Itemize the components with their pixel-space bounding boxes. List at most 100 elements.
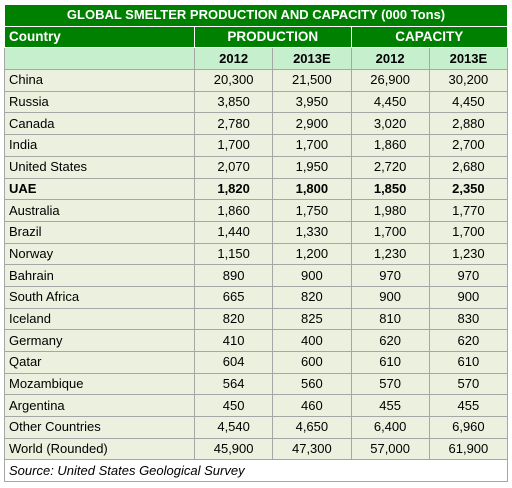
- capacity-2012-cell: 3,020: [350, 112, 430, 136]
- country-column-header: Country: [4, 25, 195, 49]
- data-table-container: GLOBAL SMELTER PRODUCTION AND CAPACITY (…: [3, 4, 509, 483]
- source-row: Source: United States Geological Survey: [3, 459, 509, 483]
- table-row: Mozambique 564 560 570 570: [4, 372, 509, 396]
- production-2012-cell: 1,860: [193, 199, 274, 222]
- production-2013e-cell: 400: [272, 329, 352, 352]
- production-2012-cell: 450: [193, 394, 274, 418]
- country-cell: Russia: [4, 90, 195, 114]
- capacity-2013e-cell: 620: [428, 329, 509, 352]
- country-cell: South Africa: [4, 285, 195, 309]
- country-cell: United States: [4, 155, 195, 179]
- title-row: GLOBAL SMELTER PRODUCTION AND CAPACITY (…: [3, 4, 509, 27]
- country-cell: Australia: [4, 199, 195, 222]
- production-2013e-cell: 21,500: [272, 69, 352, 92]
- capacity-group-header: CAPACITY: [350, 25, 509, 49]
- country-cell: Other Countries: [4, 416, 195, 439]
- table-row: Russia 3,850 3,950 4,450 4,450: [4, 90, 509, 114]
- production-2013e-cell: 560: [272, 372, 352, 396]
- production-2013e-cell: 900: [272, 264, 352, 287]
- source-note: Source: United States Geological Survey: [3, 459, 509, 483]
- production-2013e-cell: 3,950: [272, 90, 352, 114]
- capacity-2012-cell: 810: [350, 307, 430, 331]
- production-2012-cell: 665: [193, 285, 274, 309]
- capacity-2013e-cell: 4,450: [428, 90, 509, 114]
- capacity-2013e-cell: 2,880: [428, 112, 509, 136]
- production-2012-cell: 1,150: [193, 242, 274, 266]
- table-row: Canada 2,780 2,900 3,020 2,880: [4, 112, 509, 136]
- capacity-2013e-cell: 1,230: [428, 242, 509, 266]
- table-row: Argentina 450 460 455 455: [4, 394, 509, 418]
- capacity-2012-cell: 1,850: [350, 177, 430, 201]
- production-2012-cell: 2,070: [193, 155, 274, 179]
- capacity-2013e-cell: 610: [428, 351, 509, 374]
- country-cell: World (Rounded): [4, 437, 195, 461]
- capacity-2013e-cell: 61,900: [428, 437, 509, 461]
- production-2012-cell: 1,700: [193, 134, 274, 157]
- production-2012-cell: 820: [193, 307, 274, 331]
- production-2012-cell: 3,850: [193, 90, 274, 114]
- capacity-2012-cell: 1,860: [350, 134, 430, 157]
- country-cell: Bahrain: [4, 264, 195, 287]
- production-2012-cell: 45,900: [193, 437, 274, 461]
- production-2012-cell: 4,540: [193, 416, 274, 439]
- production-2013e-cell: 47,300: [272, 437, 352, 461]
- smelter-table: GLOBAL SMELTER PRODUCTION AND CAPACITY (…: [3, 4, 509, 483]
- table-row: Germany 410 400 620 620: [4, 329, 509, 352]
- capacity-2012-cell: 57,000: [350, 437, 430, 461]
- country-cell: Qatar: [4, 351, 195, 374]
- capacity-2012-cell: 2,720: [350, 155, 430, 179]
- capacity-2012-cell: 1,980: [350, 199, 430, 222]
- production-2013e-cell: 460: [272, 394, 352, 418]
- production-2013e-cell: 1,330: [272, 220, 352, 244]
- year-header-blank: [4, 47, 195, 71]
- country-cell: Argentina: [4, 394, 195, 418]
- country-cell: Norway: [4, 242, 195, 266]
- country-cell: Germany: [4, 329, 195, 352]
- table-row: Other Countries 4,540 4,650 6,400 6,960: [4, 416, 509, 439]
- country-cell: Mozambique: [4, 372, 195, 396]
- capacity-2013e-cell: 30,200: [428, 69, 509, 92]
- capacity-2013e-cell: 900: [428, 285, 509, 309]
- production-2012-cell: 604: [193, 351, 274, 374]
- table-row: Qatar 604 600 610 610: [4, 351, 509, 374]
- capacity-2013e-cell: 830: [428, 307, 509, 331]
- table-row: United States 2,070 1,950 2,720 2,680: [4, 155, 509, 179]
- production-2013e-cell: 1,200: [272, 242, 352, 266]
- table-row: Iceland 820 825 810 830: [4, 307, 509, 331]
- production-2013e-cell: 2,900: [272, 112, 352, 136]
- table-row: India 1,700 1,700 1,860 2,700: [4, 134, 509, 157]
- capacity-2012-cell: 4,450: [350, 90, 430, 114]
- capacity-2013e-cell: 570: [428, 372, 509, 396]
- year-header-production-2013e: 2013E: [272, 47, 352, 71]
- capacity-2013e-cell: 2,680: [428, 155, 509, 179]
- production-2013e-cell: 4,650: [272, 416, 352, 439]
- production-2012-cell: 564: [193, 372, 274, 396]
- table-row: Brazil 1,440 1,330 1,700 1,700: [4, 220, 509, 244]
- production-2012-cell: 1,820: [193, 177, 274, 201]
- capacity-2013e-cell: 6,960: [428, 416, 509, 439]
- year-header-production-2012: 2012: [193, 47, 274, 71]
- capacity-2012-cell: 620: [350, 329, 430, 352]
- capacity-2012-cell: 610: [350, 351, 430, 374]
- capacity-2013e-cell: 2,350: [428, 177, 509, 201]
- production-2013e-cell: 1,950: [272, 155, 352, 179]
- table-row: Australia 1,860 1,750 1,980 1,770: [4, 199, 509, 222]
- group-header-row: Country PRODUCTION CAPACITY: [4, 25, 509, 49]
- production-2013e-cell: 1,800: [272, 177, 352, 201]
- table-row: Bahrain 890 900 970 970: [4, 264, 509, 287]
- production-2013e-cell: 820: [272, 285, 352, 309]
- year-header-capacity-2013e: 2013E: [428, 47, 509, 71]
- capacity-2012-cell: 570: [350, 372, 430, 396]
- country-cell: Canada: [4, 112, 195, 136]
- capacity-2012-cell: 1,230: [350, 242, 430, 266]
- production-2012-cell: 1,440: [193, 220, 274, 244]
- capacity-2012-cell: 6,400: [350, 416, 430, 439]
- capacity-2012-cell: 455: [350, 394, 430, 418]
- year-header-capacity-2012: 2012: [350, 47, 430, 71]
- table-row: World (Rounded) 45,900 47,300 57,000 61,900: [4, 437, 509, 461]
- country-cell: UAE: [4, 177, 195, 201]
- production-group-header: PRODUCTION: [194, 25, 352, 49]
- production-2013e-cell: 600: [272, 351, 352, 374]
- capacity-2013e-cell: 2,700: [428, 134, 509, 157]
- production-2013e-cell: 1,750: [272, 199, 352, 222]
